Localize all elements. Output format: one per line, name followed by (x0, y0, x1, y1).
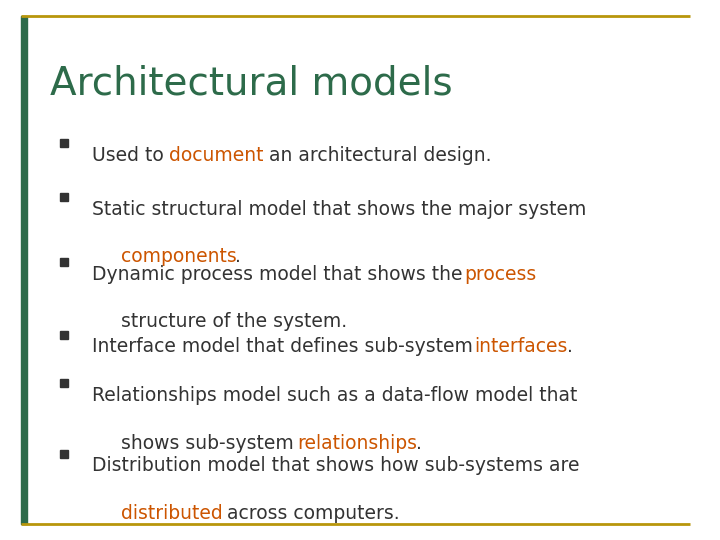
Text: Static structural model that shows the major system: Static structural model that shows the m… (92, 200, 587, 219)
Bar (22, 16, 27, 524)
Text: shows sub-system: shows sub-system (121, 434, 300, 453)
Text: Dynamic process model that shows the: Dynamic process model that shows the (92, 265, 469, 284)
Text: Interface model that defines sub-system: Interface model that defines sub-system (92, 338, 480, 356)
Text: Distribution model that shows how sub-systems are: Distribution model that shows how sub-sy… (92, 456, 580, 475)
Text: structure of the system.: structure of the system. (121, 312, 347, 331)
Text: an architectural design.: an architectural design. (263, 146, 491, 165)
Text: .: . (235, 247, 241, 266)
Text: relationships: relationships (297, 434, 418, 453)
Text: process: process (464, 265, 536, 284)
Text: Used to: Used to (92, 146, 170, 165)
Text: .: . (416, 434, 422, 453)
Text: document: document (169, 146, 264, 165)
Text: distributed: distributed (121, 504, 222, 523)
Text: across computers.: across computers. (221, 504, 400, 523)
Text: Architectural models: Architectural models (50, 65, 452, 103)
Text: Relationships model such as a data-flow model that: Relationships model such as a data-flow … (92, 386, 578, 405)
Text: .: . (567, 338, 572, 356)
Text: components: components (121, 247, 237, 266)
Text: interfaces: interfaces (474, 338, 568, 356)
